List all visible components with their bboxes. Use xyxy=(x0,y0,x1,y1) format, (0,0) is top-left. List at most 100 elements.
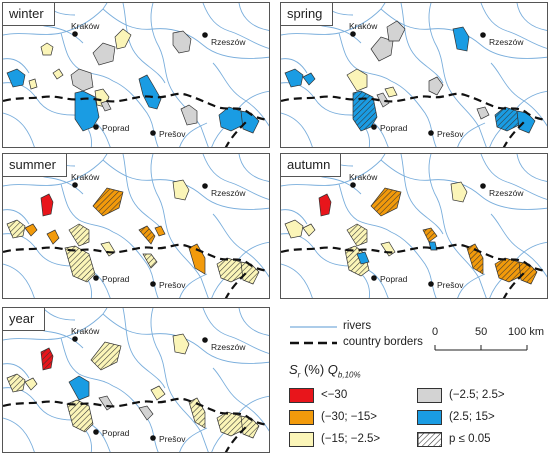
catchment xyxy=(28,78,38,90)
index-title: Sr (%) Qb,10% xyxy=(289,362,361,380)
river xyxy=(202,308,269,354)
city-label-presov: Prešov xyxy=(159,129,186,139)
river xyxy=(212,62,269,127)
river xyxy=(122,308,166,389)
river xyxy=(338,183,392,233)
river xyxy=(122,154,166,235)
country-border xyxy=(3,243,269,273)
catchments-spring xyxy=(284,20,536,134)
city-label-rzeszow: Rzeszów xyxy=(211,342,246,352)
catchment xyxy=(150,385,166,401)
catchment-significance-hatch xyxy=(495,107,519,131)
catchment xyxy=(384,86,398,98)
river xyxy=(516,154,547,182)
river xyxy=(122,3,166,84)
catchment-significance-hatch xyxy=(65,246,95,282)
class-label-2-5-15: (2.5; 15> xyxy=(449,411,495,423)
city-dot-krakow xyxy=(72,182,78,188)
city-dot-presov xyxy=(150,281,156,287)
river xyxy=(390,80,437,147)
city-dot-presov xyxy=(428,281,434,287)
country-border xyxy=(281,92,547,122)
river xyxy=(238,3,269,31)
catchment-significance-hatch xyxy=(93,188,123,216)
catchment xyxy=(70,68,94,92)
river xyxy=(60,337,114,387)
catchment xyxy=(24,377,38,391)
catchment xyxy=(318,193,332,217)
catchment-significance-hatch xyxy=(139,226,155,244)
catchment-significance-hatch xyxy=(353,91,377,131)
city-dot-poprad xyxy=(371,275,377,281)
river xyxy=(480,3,547,49)
city-label-presov: Prešov xyxy=(159,434,186,444)
river xyxy=(281,82,389,147)
swatch-15-2-5 xyxy=(289,432,314,447)
class-label-lt-30: <−30 xyxy=(321,389,348,401)
scale-tick-100: 100 km xyxy=(508,326,545,338)
river xyxy=(380,159,547,210)
map-summer: Kraków Rzeszów Poprad Prešov xyxy=(3,154,269,298)
city-dot-krakow xyxy=(72,31,78,37)
river xyxy=(3,209,30,225)
river xyxy=(400,3,444,84)
catchment xyxy=(6,68,26,88)
season-label-summer: summer xyxy=(3,154,67,177)
river xyxy=(3,233,111,298)
city-label-rzeszow: Rzeszów xyxy=(489,37,524,47)
borders-year xyxy=(3,397,269,452)
city-dot-poprad xyxy=(93,429,99,435)
city-dot-rzeszow xyxy=(480,32,486,38)
catchment xyxy=(138,74,162,110)
panel-winter: Kraków Rzeszów Poprad Prešov winter xyxy=(2,2,270,148)
catchment xyxy=(450,181,468,203)
rivers-winter xyxy=(3,3,269,147)
city-label-poprad: Poprad xyxy=(102,428,130,438)
city-label-presov: Prešov xyxy=(437,280,464,290)
catchment xyxy=(218,106,244,132)
river xyxy=(428,154,487,298)
river xyxy=(3,82,111,147)
class-label-2-5-2-5: (−2.5; 2.5> xyxy=(449,389,505,401)
catchment xyxy=(346,68,368,92)
city-label-krakow: Kraków xyxy=(71,21,100,31)
city-label-rzeszow: Rzeszów xyxy=(211,188,246,198)
season-label-autumn: autumn xyxy=(281,154,342,177)
city-dot-rzeszow xyxy=(480,183,486,189)
city-dot-krakow xyxy=(72,336,78,342)
river xyxy=(179,427,208,452)
river xyxy=(281,233,389,298)
river xyxy=(3,263,35,298)
catchment xyxy=(172,179,190,201)
catchment-significance-hatch xyxy=(371,188,401,216)
city-label-krakow: Kraków xyxy=(349,172,378,182)
catchment xyxy=(516,110,536,134)
catchment xyxy=(476,106,490,120)
river xyxy=(102,313,269,364)
catchment xyxy=(386,20,406,42)
city-label-krakow: Kraków xyxy=(349,21,378,31)
river xyxy=(238,154,269,182)
catchment xyxy=(100,100,112,112)
class-label-15-2-5: (−15; −2.5> xyxy=(321,433,381,445)
catchment xyxy=(284,68,304,88)
country-border xyxy=(502,271,526,298)
river xyxy=(112,231,159,298)
catchment xyxy=(98,395,114,411)
river xyxy=(3,58,30,74)
country-border xyxy=(3,397,269,427)
index-main: S xyxy=(289,362,298,377)
river xyxy=(42,308,76,321)
river xyxy=(3,112,35,147)
catchment-significance-hatch xyxy=(7,374,25,392)
river xyxy=(150,154,209,298)
catchment-significance-hatch xyxy=(7,220,25,238)
city-dot-rzeszow xyxy=(202,32,208,38)
river xyxy=(428,3,487,147)
catchment xyxy=(24,223,38,237)
catchment xyxy=(302,223,316,237)
swatch-30-15 xyxy=(289,410,314,425)
catchment xyxy=(40,42,54,56)
catchment-significance-hatch xyxy=(241,262,259,284)
index-unit: (%) xyxy=(300,362,328,377)
